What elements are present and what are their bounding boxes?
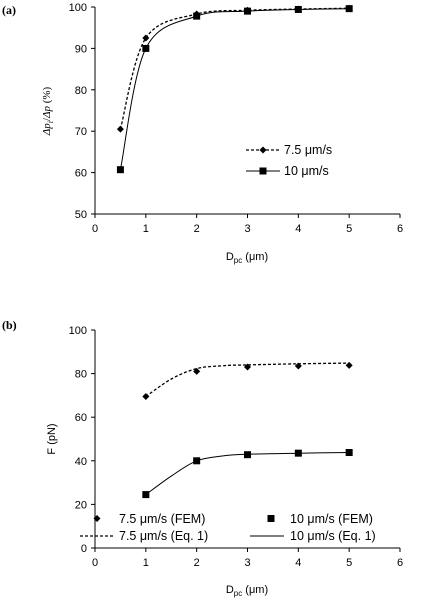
panel-a-x-tick-label-3: 3 [244, 223, 250, 235]
panel-b-x-tick-label-2: 2 [194, 557, 200, 569]
panel-b-legend-entry-0: 7.5 μm/s (FEM) [93, 512, 205, 526]
panel-a-x-tick-label-2: 2 [194, 223, 200, 235]
panel-b-y-tick-label-1: 20 [75, 499, 87, 511]
panel-a-y-tick-label-1: 60 [75, 168, 87, 180]
panel-b-x-tick-label-6: 6 [397, 557, 403, 569]
panel-b-series-1-point-1 [193, 457, 201, 465]
panel-b-x-tick-label-0: 0 [92, 557, 98, 569]
panel-a-y-ticks: 50 60 70 80 90 100 [69, 2, 95, 221]
panel-b-xlabel-sub: pc [234, 589, 242, 598]
panel-a-series-1-point-5 [345, 5, 353, 13]
panel-b-series-1-point-3 [294, 449, 302, 457]
panel-a-legend: 7.5 μm/s 10 μm/s [246, 143, 332, 178]
panel-b-legend: 7.5 μm/s (FEM) 10 μm/s (FEM) 7.5 μm/s (E… [80, 512, 376, 543]
panel-b-legend-marker-0 [93, 515, 101, 522]
panel-b-y-tick-label-5: 100 [69, 325, 87, 337]
panel-a-y-tick-label-5: 100 [69, 2, 87, 14]
panel-b-legend-label-2: 7.5 μm/s (Eq. 1) [119, 529, 208, 543]
panel-b-xlabel-main: D [226, 584, 234, 596]
panel-b-legend-label-1: 10 μm/s (FEM) [290, 512, 373, 526]
panel-a-y-tick-label-4: 90 [75, 43, 87, 55]
panel-a-x-tick-label-4: 4 [295, 223, 301, 235]
chart-panel-b: (b) 0 20 40 60 80 100 0 1 2 3 4 5 6 F (pN) Dpc (μm)… [2, 318, 403, 598]
panel-b-series-0-point-4 [345, 361, 353, 369]
panel-b-x-tick-label-5: 5 [346, 557, 352, 569]
panel-a-legend-label-0: 7.5 μm/s [284, 143, 332, 157]
panel-a-x-ticks: 0 1 2 3 4 5 6 [92, 214, 403, 235]
panel-a-label: (a) [2, 3, 16, 17]
panel-a-series-1-point-2 [193, 12, 201, 20]
panel-a-series-1-point-3 [244, 7, 251, 15]
panel-b-y-tick-label-0: 0 [81, 543, 87, 555]
panel-b-series-1-point-2 [244, 451, 251, 459]
panel-b-series-0-point-0 [142, 392, 150, 400]
panel-a-y-tick-label-2: 70 [75, 126, 87, 138]
panel-a-legend-entry-0: 7.5 μm/s [246, 143, 332, 157]
panel-b-legend-entry-1: 10 μm/s (FEM) [267, 512, 373, 526]
panel-a-ylabel-unit: (%) [41, 86, 53, 106]
panel-a-markers [116, 4, 353, 174]
panel-a-x-tick-label-5: 5 [346, 223, 352, 235]
panel-a-series-0-point-1 [142, 34, 150, 42]
panel-a-x-tick-label-0: 0 [92, 223, 98, 235]
panel-a-ylabel-sub1: i [46, 121, 55, 123]
panel-b-label: (b) [2, 318, 17, 332]
panel-b-x-axis-label: Dpc (μm) [226, 584, 268, 598]
panel-a-series-1-point-1 [142, 44, 150, 52]
panel-b-legend-label-3: 10 μm/s (Eq. 1) [290, 529, 376, 543]
panel-a-ylabel-slash: / [41, 117, 53, 121]
panel-b-y-tick-label-2: 40 [75, 456, 87, 468]
panel-b-legend-entry-2: 7.5 μm/s (Eq. 1) [80, 529, 208, 543]
panel-b-y-ticks: 0 20 40 60 80 100 [69, 325, 95, 555]
panel-a-ylabel-n2: Δp [41, 106, 53, 119]
panel-b-series-1-point-0 [142, 491, 150, 499]
panel-b-series-1-point-4 [345, 449, 353, 457]
panel-a-legend-label-1: 10 μm/s [284, 164, 329, 178]
panel-a-ylabel-n1: Δp [41, 123, 53, 136]
panel-b-legend-entry-3: 10 μm/s (Eq. 1) [250, 529, 376, 543]
panel-b-series-0-point-3 [294, 362, 302, 370]
panel-a-xlabel-sub: pc [234, 256, 242, 265]
panel-b-x-tick-label-4: 4 [295, 557, 301, 569]
panel-a-legend-entry-1: 10 μm/s [246, 164, 329, 178]
panel-b-y-tick-label-4: 80 [75, 369, 87, 381]
panel-a-y-tick-label-3: 80 [75, 85, 87, 97]
panel-a-legend-marker-1 [259, 167, 267, 175]
panel-b-legend-marker-1 [267, 515, 275, 522]
panel-b-x-tick-label-1: 1 [143, 557, 149, 569]
panel-b-y-tick-label-3: 60 [75, 412, 87, 424]
panel-b-series-lines [145, 362, 350, 496]
panel-a-series-1-point-0 [116, 166, 124, 174]
panel-a-legend-marker-0 [259, 146, 267, 154]
panel-a-y-tick-label-0: 50 [75, 209, 87, 221]
panel-a-series-0-line [119, 7, 350, 130]
panel-b-markers [142, 361, 353, 499]
panel-a-x-axis-label: Dpc (μm) [226, 251, 268, 265]
panel-a-x-tick-label-6: 6 [397, 223, 403, 235]
panel-a-series-0-point-0 [116, 125, 124, 133]
panel-a-series-1-point-4 [294, 5, 302, 13]
panel-a-xlabel-unit: (μm) [242, 251, 268, 263]
panel-b-x-tick-label-3: 3 [244, 557, 250, 569]
panel-a-y-axis-label: Δpi/Δp (%) [41, 86, 55, 136]
panel-b-series-3-line [145, 452, 350, 496]
panel-b-series-0-point-2 [244, 363, 251, 371]
panel-b-y-axis-label: F (pN) [46, 423, 58, 454]
panel-b-legend-label-0: 7.5 μm/s (FEM) [119, 512, 205, 526]
panel-b-series-0-point-1 [193, 367, 201, 375]
panel-b-xlabel-unit: (μm) [242, 584, 268, 596]
panel-a-x-tick-label-1: 1 [143, 223, 149, 235]
panel-b-x-ticks: 0 1 2 3 4 5 6 [92, 548, 403, 569]
panel-a-xlabel-main: D [226, 251, 234, 263]
